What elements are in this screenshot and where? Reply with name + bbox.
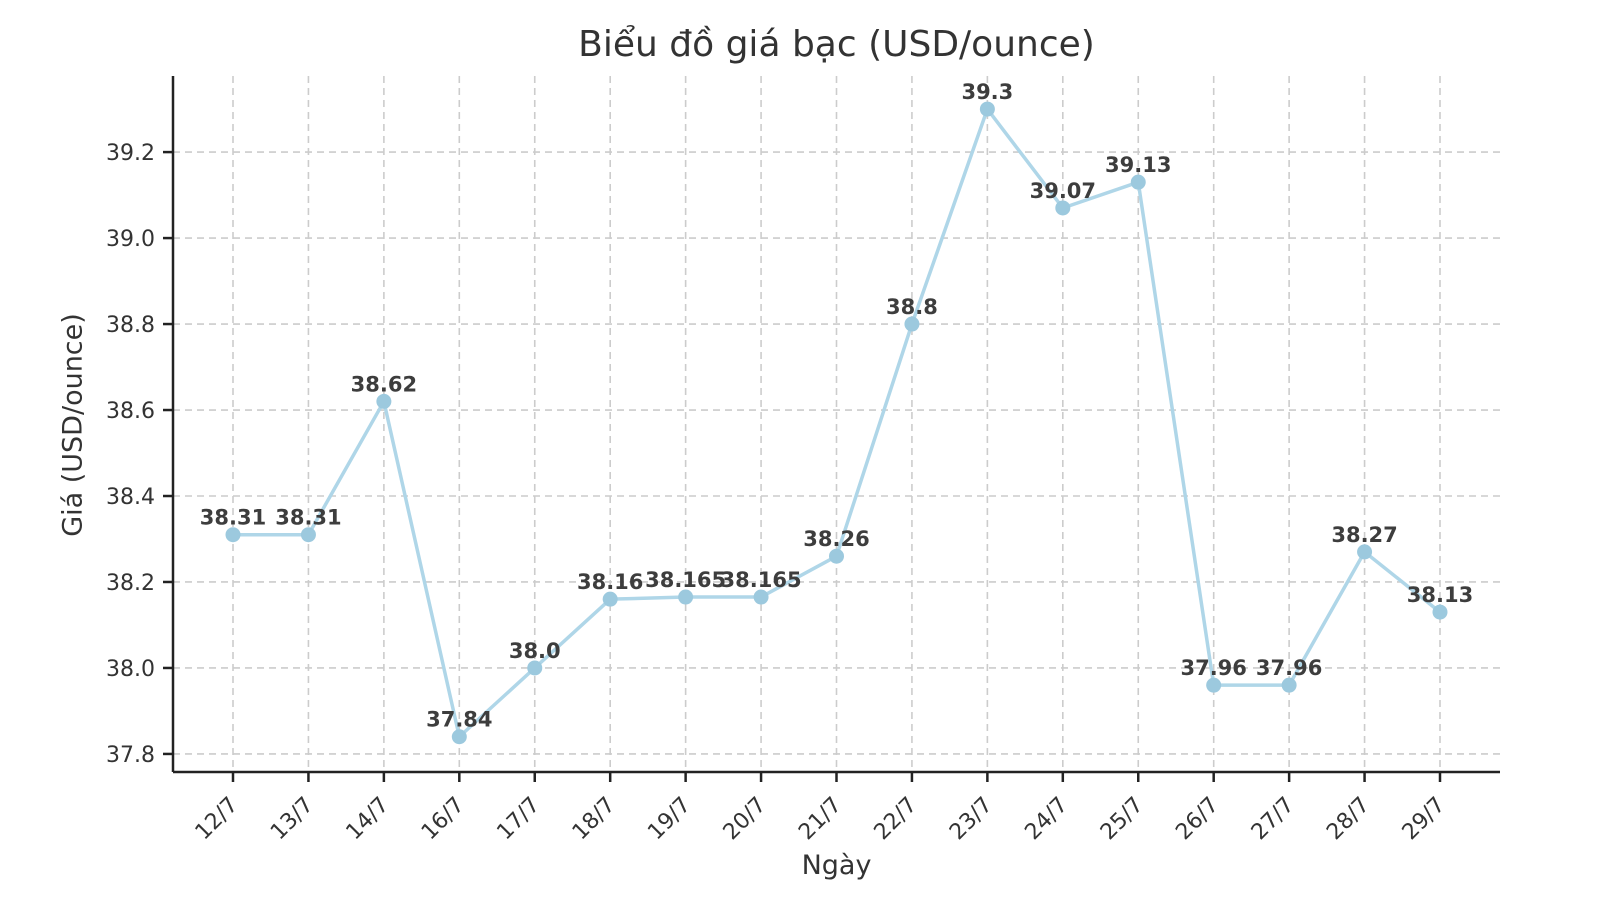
x-tick-label: 19/7 <box>643 793 696 846</box>
x-tick-label: 28/7 <box>1322 793 1375 846</box>
data-point-marker <box>451 729 467 745</box>
data-point-label: 39.13 <box>1105 153 1171 177</box>
data-point-marker <box>1281 677 1297 693</box>
data-point-label: 38.8 <box>886 295 938 319</box>
x-tick-label: 16/7 <box>417 793 470 846</box>
data-point-label: 39.3 <box>961 80 1013 104</box>
data-point-marker <box>1130 174 1146 190</box>
y-tick-label: 39.2 <box>106 141 155 166</box>
x-tick-label: 27/7 <box>1247 793 1300 846</box>
x-axis-title: Ngày <box>801 850 872 881</box>
data-point-label: 38.165 <box>721 568 802 592</box>
y-tick-label: 37.8 <box>106 743 155 768</box>
y-tick-label: 38.4 <box>106 485 155 510</box>
data-point-marker <box>225 527 241 543</box>
x-tick-label: 29/7 <box>1398 793 1451 846</box>
data-point-marker <box>376 393 392 409</box>
y-tick-label: 38.0 <box>106 657 155 682</box>
x-tick-label: 24/7 <box>1020 793 1073 846</box>
data-point-label: 38.0 <box>509 639 561 663</box>
data-point-marker <box>904 316 920 332</box>
data-point-label: 37.96 <box>1256 656 1322 680</box>
x-tick-label: 21/7 <box>794 793 847 846</box>
data-point-marker <box>1206 677 1222 693</box>
data-point-label: 37.96 <box>1180 656 1246 680</box>
data-point-marker <box>1357 544 1373 560</box>
x-tick-label: 17/7 <box>492 793 545 846</box>
data-point-marker <box>602 591 618 607</box>
x-tick-label: 20/7 <box>719 793 772 846</box>
data-point-label: 38.27 <box>1331 523 1397 547</box>
data-point-marker <box>1055 200 1071 216</box>
x-tick-label: 13/7 <box>266 793 319 846</box>
x-tick-label: 22/7 <box>870 793 923 846</box>
chart-title: Biểu đồ giá bạc (USD/ounce) <box>578 24 1095 65</box>
y-tick-label: 39.0 <box>106 227 155 252</box>
x-tick-label: 23/7 <box>945 793 998 846</box>
data-point-label: 38.31 <box>275 506 341 530</box>
data-point-label: 38.62 <box>351 372 417 396</box>
data-point-label: 37.84 <box>426 708 492 732</box>
x-tick-label: 18/7 <box>568 793 621 846</box>
data-point-marker <box>829 548 844 564</box>
data-point-label: 38.16 <box>577 570 643 594</box>
x-tick-label: 14/7 <box>342 793 395 846</box>
y-tick-label: 38.8 <box>106 313 155 338</box>
data-point-marker <box>1432 604 1448 620</box>
data-point-label: 38.165 <box>645 568 726 592</box>
data-point-label: 38.31 <box>200 506 266 530</box>
data-point-label: 39.07 <box>1030 179 1096 203</box>
data-point-marker <box>300 527 316 543</box>
x-tick-label: 12/7 <box>191 793 244 846</box>
data-point-label: 38.26 <box>803 527 869 551</box>
data-point-label: 38.13 <box>1407 583 1473 607</box>
data-point-marker <box>753 589 769 605</box>
y-tick-label: 38.2 <box>106 571 155 596</box>
data-point-marker <box>979 101 995 117</box>
x-tick-label: 26/7 <box>1171 793 1224 846</box>
x-tick-label: 25/7 <box>1096 793 1149 846</box>
y-tick-label: 38.6 <box>106 399 155 424</box>
data-point-marker <box>678 589 694 605</box>
data-point-marker <box>527 660 543 676</box>
